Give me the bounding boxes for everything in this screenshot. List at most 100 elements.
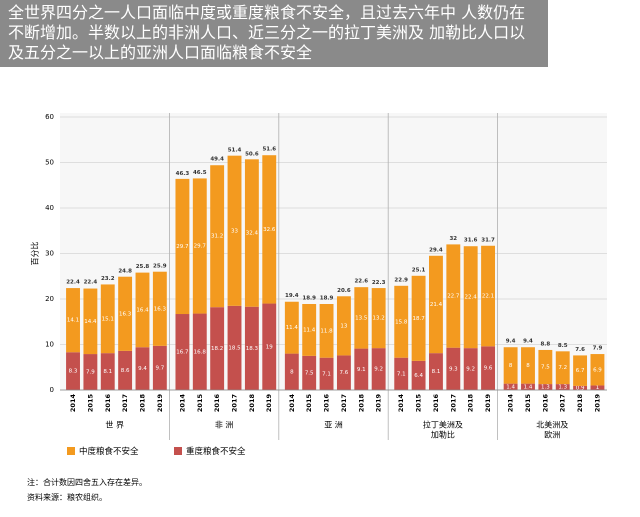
bar-segment: [336, 296, 351, 356]
note: 注：合计数因四舍五入存在差异。: [27, 477, 147, 487]
value-label: 13: [340, 323, 347, 329]
x-tick-label: 2015: [305, 394, 313, 413]
bar-segment: [100, 284, 115, 354]
total-label: 20.6: [337, 288, 351, 294]
y-tick-label: 10: [45, 341, 54, 349]
x-tick-label: 2014: [69, 394, 77, 413]
bar-segment: [429, 255, 443, 354]
bar-segment: [152, 345, 167, 390]
total-label: 7.9: [593, 346, 603, 352]
value-label: 32.6: [263, 227, 276, 233]
value-label: 8: [290, 369, 294, 375]
bar-segment: [573, 385, 588, 390]
legend-label: 重度粮食不安全: [186, 446, 246, 457]
bar-segment: [175, 178, 190, 315]
total-label: 25.8: [136, 264, 150, 270]
bar-segment: [463, 348, 478, 390]
total-label: 23.2: [101, 276, 115, 282]
bar-segment: [463, 246, 478, 349]
bar-segment: [244, 306, 259, 390]
total-label: 9.4: [523, 339, 533, 345]
group-label: 北美洲及: [536, 420, 568, 430]
value-label: 16.3: [119, 311, 132, 317]
value-label: 1.3: [558, 385, 567, 391]
bar-segment: [336, 355, 351, 390]
value-label: 22.7: [447, 294, 460, 300]
total-label: 25.9: [153, 264, 167, 270]
bar-segment: [319, 304, 334, 358]
y-tick-label: 40: [45, 204, 54, 212]
total-label: 19.4: [285, 293, 299, 299]
total-label: 9.4: [506, 339, 516, 345]
value-label: 8: [509, 363, 513, 369]
x-tick-label: 2016: [541, 394, 549, 413]
bar-segment: [411, 275, 426, 361]
total-label: 32: [449, 236, 457, 242]
y-tick-label: 20: [45, 295, 54, 303]
bar-segment: [481, 245, 495, 347]
total-label: 8.8: [540, 341, 550, 347]
y-tick-label: 50: [45, 159, 54, 167]
bar-segment: [244, 159, 259, 307]
bar-segment: [371, 348, 386, 390]
bar-segment: [555, 384, 570, 390]
value-label: 14.4: [84, 319, 97, 325]
bar-segment: [262, 303, 277, 390]
value-label: 7.9: [86, 370, 95, 376]
value-label: 7.5: [541, 365, 550, 371]
x-tick-label: 2017: [449, 394, 457, 412]
total-label: 18.9: [302, 296, 316, 302]
x-tick-label: 2019: [265, 394, 273, 413]
x-tick-label: 2016: [213, 394, 221, 413]
x-tick-label: 2018: [576, 394, 584, 413]
x-tick-label: 2017: [121, 394, 129, 412]
bar-segment: [354, 348, 369, 390]
value-label: 9.7: [155, 365, 164, 371]
x-tick-label: 2018: [138, 394, 146, 413]
value-label: 16.3: [154, 306, 167, 312]
x-tick-label: 2015: [196, 394, 204, 413]
total-label: 51.6: [262, 147, 276, 153]
x-tick-label: 2014: [288, 394, 296, 413]
bar-segment: [284, 301, 299, 354]
x-tick-label: 2015: [524, 394, 532, 413]
value-label: 16.4: [136, 307, 149, 313]
x-tick-label: 2015: [415, 394, 423, 413]
x-tick-label: 2016: [104, 394, 112, 413]
value-label: 31.2: [211, 234, 223, 240]
bar-segment: [66, 288, 80, 353]
total-label: 22.3: [372, 280, 386, 286]
x-tick-label: 2018: [467, 394, 475, 413]
x-tick-label: 2017: [340, 394, 348, 412]
total-label: 18.9: [320, 296, 334, 302]
bar-segment: [429, 353, 443, 390]
total-label: 7.6: [575, 347, 585, 353]
group-label: 亚 洲: [324, 421, 343, 430]
value-label: 8.1: [103, 369, 112, 375]
bar-segment: [83, 354, 98, 390]
value-label: 9.3: [449, 366, 458, 372]
x-tick-label: 2019: [375, 394, 383, 413]
bar-segment: [284, 353, 299, 390]
bar-segment: [66, 352, 80, 390]
value-label: 1.3: [541, 385, 550, 391]
bar-segment: [135, 272, 150, 348]
bar-segment: [192, 178, 207, 314]
value-label: 18.7: [412, 316, 425, 322]
value-label: 6.9: [593, 367, 602, 373]
value-label: 29.7: [176, 244, 189, 250]
total-label: 8.5: [558, 343, 568, 349]
bar-segment: [503, 383, 518, 390]
value-label: 1: [596, 385, 600, 391]
bar-segment: [538, 349, 553, 385]
group-label: 拉丁美洲及: [423, 420, 463, 430]
total-label: 51.4: [228, 148, 242, 154]
bar-segment: [573, 355, 588, 386]
value-label: 9.1: [357, 367, 366, 373]
x-tick-label: 2014: [507, 394, 515, 413]
bar-segment: [100, 353, 115, 390]
header: 全世界四分之一人口面临中度或重度粮食不安全，且过去六年中 人数仍在不断增加。半数…: [0, 0, 548, 67]
x-tick-label: 2019: [593, 394, 601, 413]
group-label: 世 界: [105, 420, 124, 430]
value-label: 22.1: [482, 294, 494, 300]
